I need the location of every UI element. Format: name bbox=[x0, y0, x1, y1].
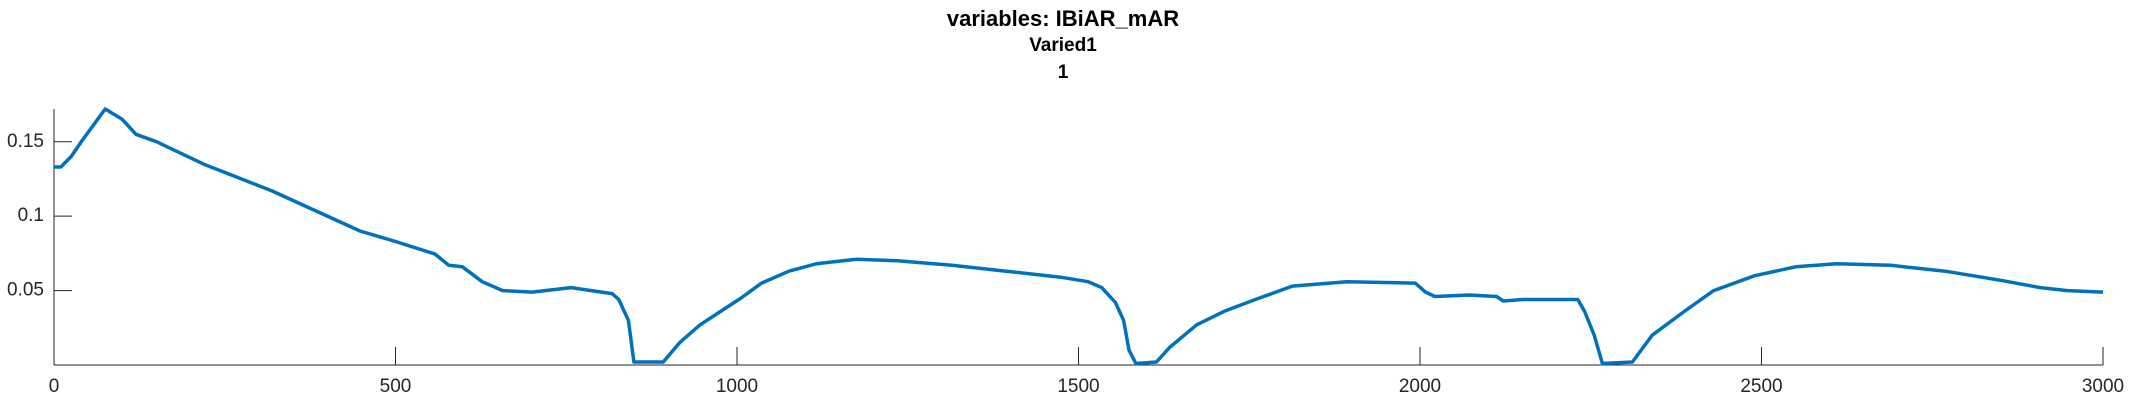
data-line bbox=[54, 107, 2104, 366]
x-tick-label: 1000 bbox=[716, 376, 758, 397]
chart-subtitle-2: 1 bbox=[1058, 62, 1069, 83]
x-tick-label: 2500 bbox=[1740, 376, 1782, 397]
x-tick-label: 2000 bbox=[1399, 376, 1441, 397]
x-tick-label: 1500 bbox=[1057, 376, 1099, 397]
x-tick-label: 500 bbox=[380, 376, 412, 397]
x-tick-label: 0 bbox=[49, 376, 60, 397]
chart-title: variables: IBiAR_mAR bbox=[947, 6, 1179, 31]
chart-subtitle: Varied1 bbox=[1029, 35, 1097, 56]
y-tick-label: 0.1 bbox=[18, 205, 44, 226]
y-tick-label: 0.15 bbox=[7, 131, 44, 152]
y-tick-label: 0.05 bbox=[7, 280, 44, 301]
x-tick-label: 3000 bbox=[2082, 376, 2124, 397]
